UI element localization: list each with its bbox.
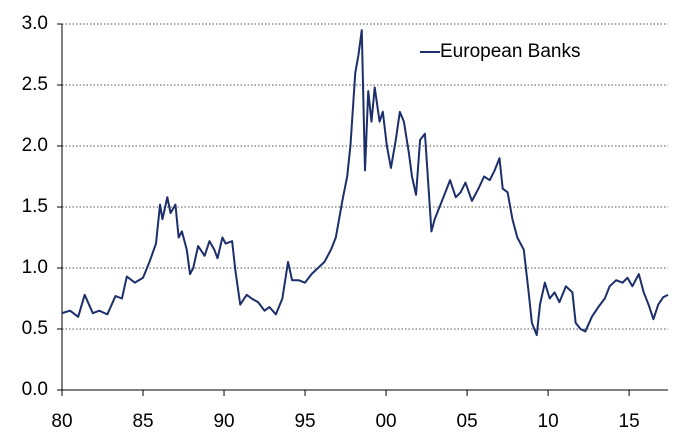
y-tick-label: 1.0	[22, 257, 48, 278]
y-tick-label: 3.0	[22, 13, 48, 34]
x-tick-label: 95	[294, 411, 315, 432]
x-tick-label: 00	[375, 411, 396, 432]
x-tick-label: 85	[132, 411, 153, 432]
y-tick-label: 0.0	[22, 379, 48, 400]
x-tick-label: 05	[457, 411, 478, 432]
data-line	[61, 29, 669, 337]
y-tick-label: 2.5	[22, 74, 48, 95]
x-tick-label: 15	[619, 411, 640, 432]
x-tick-label: 10	[538, 411, 559, 432]
y-tick-label: 1.5	[22, 196, 48, 217]
legend-label: European Banks	[440, 41, 581, 62]
y-tick-label: 0.5	[22, 318, 48, 339]
y-tick-label: 2.0	[22, 135, 48, 156]
x-tick-label: 80	[51, 411, 72, 432]
x-tick-label: 90	[213, 411, 234, 432]
